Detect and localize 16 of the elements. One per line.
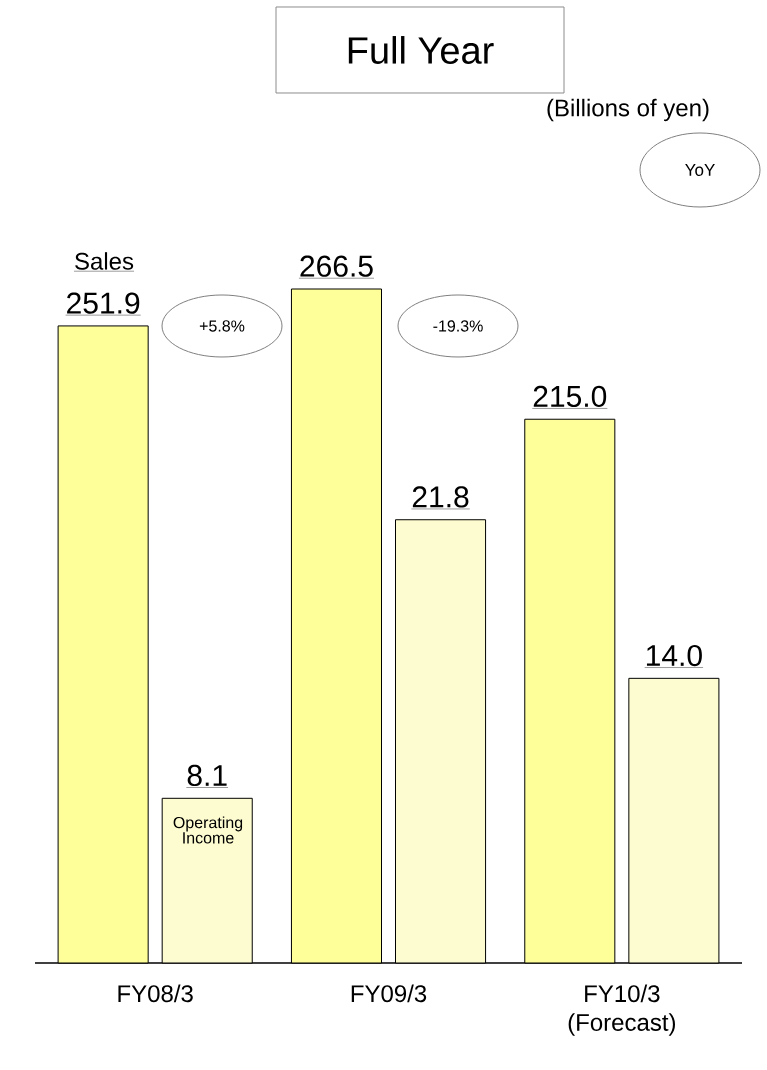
- data-label: 14.0: [646, 644, 702, 667]
- annotation: +5.8%: [199, 320, 245, 332]
- chart-title: Full Year: [348, 36, 494, 64]
- x-tick-label: FY09/3: [351, 984, 427, 1003]
- data-label: 21.8: [412, 486, 469, 508]
- annotation: -19.3%: [433, 320, 483, 332]
- series-label: Operating Income: [173, 816, 243, 844]
- x-tick-label: FY10/3 (Forecast): [568, 984, 676, 1036]
- data-label: 251.9: [67, 292, 140, 314]
- text: Sales: [75, 252, 134, 270]
- text: YoY: [685, 164, 715, 176]
- text: (Billions of yen): [547, 98, 709, 122]
- x-tick-label: FY08/3: [118, 984, 193, 1003]
- data-label: 215.0: [533, 385, 607, 408]
- data-label: 8.1: [187, 764, 227, 787]
- data-label: 266.5: [300, 255, 373, 277]
